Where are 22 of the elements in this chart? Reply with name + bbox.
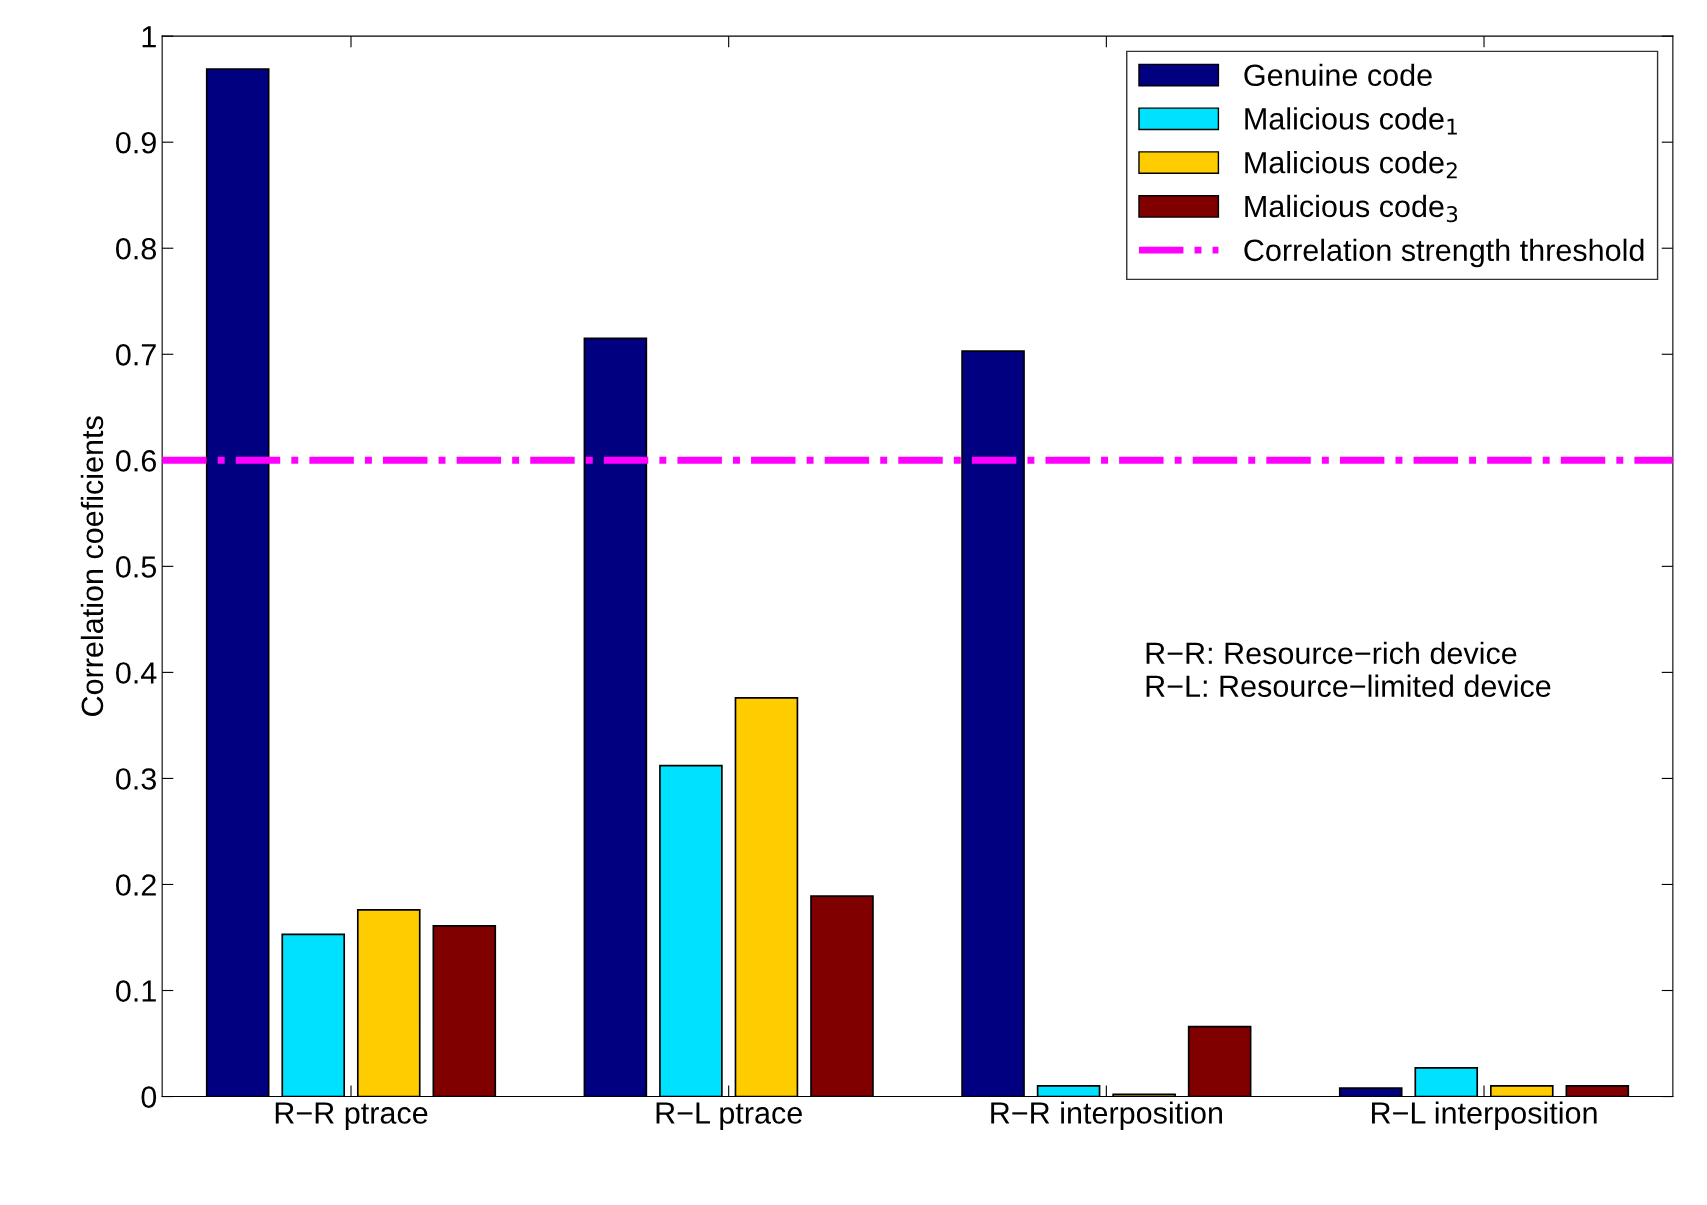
legend-label: Malicious code$_{3}$	[1245, 194, 1458, 223]
y-tick-label: 0.3	[116, 768, 156, 790]
y-tick-label: 0.4	[116, 662, 157, 684]
y-tick-label: 0.8	[116, 237, 156, 260]
y-tick-label: 0.1	[116, 980, 156, 1002]
y-tick-label: 0.6	[116, 450, 156, 472]
y-tick-label: 0	[141, 1086, 157, 1108]
legend-label: Malicious code$_{1}$	[1245, 107, 1457, 135]
x-tick-label: R−R interposition	[991, 1101, 1222, 1130]
x-tick-label: R−L interposition	[1372, 1101, 1597, 1130]
y-tick-label: 1	[142, 26, 156, 48]
y-tick-label: 0.5	[116, 556, 157, 578]
y-tick-label: 0.7	[116, 344, 156, 366]
y-tick-label: 0.9	[116, 131, 156, 154]
legend-label: Genuine code	[1244, 63, 1432, 87]
y-axis-title: Correlation coeficients	[80, 416, 104, 716]
annotation: R−R: Resource−rich device R−L: Resource−limited device	[1146, 641, 1551, 698]
y-tick-label: 0.2	[116, 874, 156, 896]
x-tick-label: R−R ptrace	[275, 1102, 428, 1130]
x-tick-label: R−L ptrace	[656, 1102, 802, 1130]
legend-label: Malicious code$_{2}$	[1245, 151, 1457, 179]
legend-label: Correlation strength threshold	[1244, 238, 1644, 268]
